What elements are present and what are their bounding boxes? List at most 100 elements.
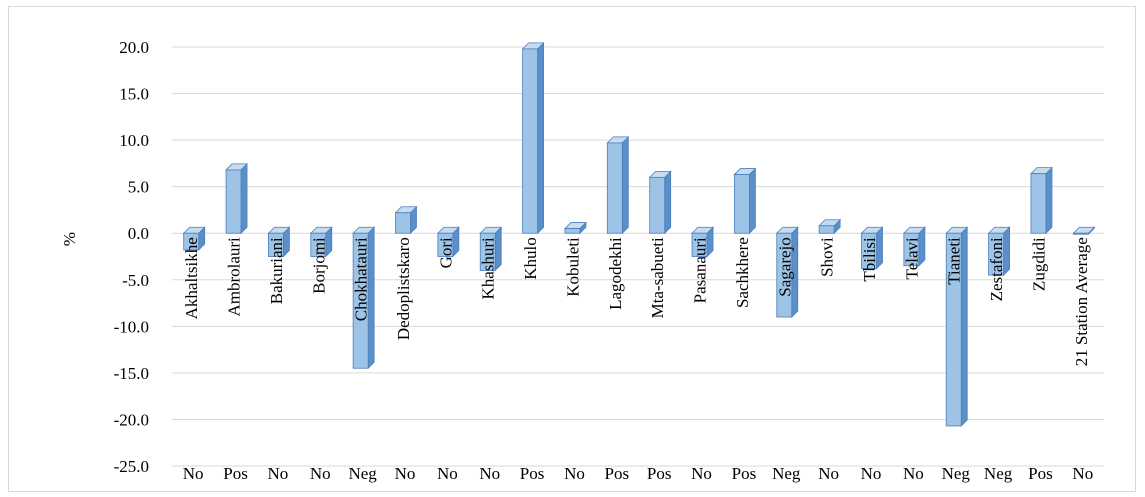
bar-side (1045, 166, 1053, 235)
y-tick-label: -25.0 (114, 457, 149, 476)
bar (648, 170, 672, 235)
bar-front (988, 232, 1004, 276)
category-label: Khashuri (479, 237, 498, 300)
category-labels: Akhaltsikhe Ambrolauri Bakuriani Borjomi Cho… (182, 237, 1091, 366)
category-label: Zugdidi (1029, 237, 1048, 291)
significance-label: No (861, 464, 882, 483)
significance-labels: No Pos No No Neg No No No Pos No Pos Pos No Pos Neg No N… (183, 464, 1093, 483)
bar (1029, 166, 1053, 235)
bar-front (1030, 173, 1047, 234)
bar (733, 167, 757, 235)
category-label: Telavi (902, 237, 921, 280)
category-label: Tbilisi (860, 237, 879, 282)
gridlines (172, 46, 1104, 467)
y-tick-label: 20.0 (119, 38, 149, 57)
y-tick-label: 0.0 (128, 224, 149, 243)
bar-front (776, 232, 793, 318)
bar-side (240, 162, 248, 235)
bar (1072, 226, 1096, 236)
bar-front (183, 232, 200, 251)
significance-label: Pos (647, 464, 672, 483)
bar-front (225, 169, 242, 234)
bar (563, 221, 587, 235)
category-label: Zestafoni (987, 237, 1006, 301)
significance-label: No (564, 464, 585, 483)
bar-front (903, 232, 920, 267)
significance-label: Neg (984, 464, 1013, 483)
significance-label: No (903, 464, 924, 483)
bar-front (691, 232, 708, 257)
bar (691, 226, 715, 258)
bar (479, 226, 503, 272)
bar-front (734, 174, 750, 234)
bar-front (945, 232, 962, 427)
category-label: Sachkhere (733, 237, 752, 308)
bar (606, 135, 630, 235)
bar-side (749, 167, 756, 235)
category-label: Lagodekhi (606, 237, 625, 310)
significance-label: No (479, 464, 500, 483)
significance-label: Neg (942, 464, 971, 483)
bar-front (564, 228, 581, 234)
y-axis-ticks: 20.0 15.0 10.0 5.0 0.0 -5.0 -10.0 -15.0 -20.0 -25… (114, 38, 149, 476)
bar (945, 226, 969, 427)
significance-label: No (395, 464, 416, 483)
bar-front (1072, 232, 1089, 235)
bar (352, 226, 376, 370)
bar-top (1072, 226, 1096, 234)
category-label: Bakuriani (267, 237, 286, 304)
bar (394, 205, 418, 235)
category-label: Akhaltsikhe (182, 237, 201, 319)
significance-label: No (268, 464, 289, 483)
bar (987, 226, 1011, 277)
significance-label: Neg (348, 464, 377, 483)
y-tick-label: 10.0 (119, 131, 149, 150)
significance-label: Pos (732, 464, 757, 483)
category-label: Shovi (818, 237, 837, 277)
bar-chart: 20.0 15.0 10.0 5.0 0.0 -5.0 -10.0 -15.0 -20.0 -25… (60, 38, 1104, 483)
bar (860, 226, 884, 270)
bar-front (861, 232, 877, 270)
bar-side (621, 135, 629, 235)
bar (902, 226, 926, 267)
category-label: Tianeti (945, 237, 964, 285)
chart-frame: 20.0 15.0 10.0 5.0 0.0 -5.0 -10.0 -15.0 -20.0 -25… (8, 6, 1136, 492)
y-tick-label: 5.0 (128, 178, 149, 197)
bar-front (395, 212, 411, 234)
bar-front (606, 142, 623, 234)
y-tick-label: -20.0 (114, 410, 149, 429)
bar-front (352, 232, 369, 369)
significance-label: No (818, 464, 839, 483)
significance-label: Pos (520, 464, 545, 483)
bar-front (479, 232, 496, 271)
category-label: 21 Station Average (1072, 237, 1091, 366)
category-label: Ambrolauri (225, 237, 244, 317)
y-tick-label: -5.0 (122, 271, 149, 290)
category-label: Mta-sabueti (648, 237, 667, 318)
bar (521, 41, 545, 235)
bars (182, 41, 1096, 427)
bar (182, 226, 206, 251)
bar-front (268, 232, 284, 257)
significance-label: Pos (605, 464, 630, 483)
bar (818, 218, 842, 235)
bar (309, 226, 333, 258)
bar (267, 226, 291, 258)
category-label: Khulo (521, 237, 540, 280)
significance-label: No (691, 464, 712, 483)
y-axis-title: % (60, 232, 79, 246)
bar-side (537, 41, 544, 235)
significance-label: Neg (772, 464, 801, 483)
category-label: Pasanauri (691, 237, 710, 303)
significance-label: No (1072, 464, 1093, 483)
significance-label: Pos (1028, 464, 1053, 483)
significance-label: No (437, 464, 458, 483)
category-label: Gori (436, 237, 455, 268)
bar-side (664, 170, 672, 235)
bar (436, 226, 460, 258)
category-label: Chokhatauri (352, 237, 371, 321)
bar-front (649, 176, 666, 234)
category-label: Kobuleti (563, 237, 582, 297)
bar (775, 226, 799, 318)
category-label: Dedoplistskaro (394, 237, 413, 340)
